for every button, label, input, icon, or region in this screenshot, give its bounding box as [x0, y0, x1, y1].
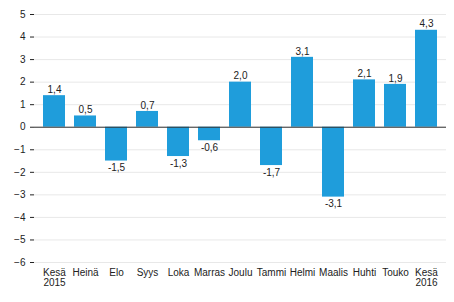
svg-text:-0,6: -0,6: [201, 142, 219, 153]
svg-text:Kesä2015: Kesä2015: [43, 267, 66, 288]
svg-text:Huhti: Huhti: [353, 267, 376, 278]
svg-text:−5: −5: [14, 234, 26, 245]
svg-text:Touko: Touko: [382, 267, 409, 278]
svg-text:−6: −6: [14, 257, 26, 268]
svg-text:Syys: Syys: [137, 267, 159, 278]
svg-text:−4: −4: [14, 212, 26, 223]
svg-text:Elo: Elo: [109, 267, 124, 278]
svg-text:Marras: Marras: [194, 267, 225, 278]
svg-text:Heinä: Heinä: [72, 267, 99, 278]
svg-text:Joulu: Joulu: [229, 267, 253, 278]
svg-text:−1: −1: [14, 144, 26, 155]
svg-text:4: 4: [20, 31, 26, 42]
svg-text:Maalis: Maalis: [319, 267, 348, 278]
svg-text:1: 1: [20, 99, 26, 110]
svg-text:Helmi: Helmi: [290, 267, 316, 278]
svg-text:2: 2: [20, 76, 26, 87]
svg-text:−3: −3: [14, 189, 26, 200]
svg-text:4,3: 4,3: [420, 18, 434, 29]
svg-text:Tammi: Tammi: [257, 267, 286, 278]
svg-text:Kesä2016: Kesä2016: [415, 267, 438, 288]
svg-text:1,4: 1,4: [48, 84, 62, 95]
svg-text:−2: −2: [14, 167, 26, 178]
svg-text:3: 3: [20, 54, 26, 65]
svg-text:0: 0: [20, 121, 26, 132]
svg-text:-1,7: -1,7: [263, 167, 281, 178]
svg-text:-3,1: -3,1: [325, 198, 343, 209]
svg-text:-1,3: -1,3: [170, 158, 188, 169]
svg-text:2,0: 2,0: [234, 70, 248, 81]
svg-text:1,9: 1,9: [389, 73, 403, 84]
svg-text:2,1: 2,1: [358, 68, 372, 79]
svg-text:5: 5: [20, 9, 26, 20]
svg-text:3,1: 3,1: [296, 46, 310, 57]
svg-text:-1,5: -1,5: [108, 162, 126, 173]
svg-text:Loka: Loka: [168, 267, 190, 278]
svg-text:0,5: 0,5: [79, 104, 93, 115]
svg-text:0,7: 0,7: [141, 100, 155, 111]
